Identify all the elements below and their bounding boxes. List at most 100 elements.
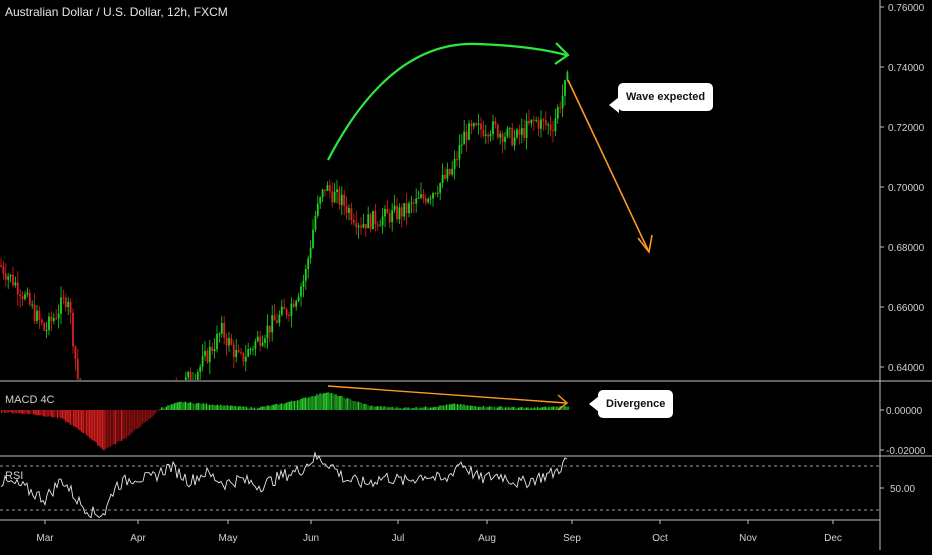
macd-bar	[71, 410, 73, 425]
candle-body	[28, 292, 31, 305]
candle-body	[139, 445, 141, 455]
macd-bar	[178, 401, 180, 410]
macd-bar	[225, 406, 227, 410]
candle-body	[67, 301, 70, 308]
candle-body	[290, 303, 293, 316]
macd-bar	[101, 410, 104, 450]
macd-bar	[519, 407, 521, 410]
macd-bar	[233, 406, 235, 410]
macd-bar	[498, 406, 500, 410]
candle-body	[441, 174, 444, 184]
candle-body	[554, 118, 557, 132]
macd-bar	[119, 410, 121, 441]
macd-bar	[538, 407, 540, 410]
macd-bar	[551, 406, 553, 410]
macd-bar	[61, 410, 64, 419]
candle-body	[396, 205, 398, 220]
candle-body	[307, 258, 310, 270]
macd-bar	[514, 407, 516, 410]
candle-body	[4, 273, 7, 280]
macd-bar	[362, 404, 364, 410]
time-tick-label: Oct	[652, 533, 668, 544]
macd-bar	[457, 404, 459, 410]
macd-bar	[364, 403, 366, 410]
macd-bar	[447, 404, 449, 410]
macd-bar	[53, 410, 56, 418]
candle-body	[33, 304, 36, 322]
candle-body	[230, 338, 233, 345]
candle-body	[561, 95, 564, 109]
macd-bar	[9, 410, 11, 412]
macd-bar	[333, 394, 336, 410]
macd-bar	[501, 406, 504, 410]
macd-bar	[303, 397, 305, 410]
macd-bar	[137, 410, 139, 429]
macd-bar	[540, 407, 542, 410]
macd-bar	[57, 410, 59, 418]
macd-bar	[381, 407, 384, 410]
macd-bar	[434, 406, 436, 410]
macd-bar	[109, 410, 112, 447]
candle-body	[276, 320, 278, 323]
arrow-head-icon	[557, 394, 569, 411]
candle-body	[213, 349, 216, 352]
candle-body	[340, 194, 343, 205]
candle-body	[528, 120, 530, 124]
macd-bar	[386, 407, 388, 410]
candle-body	[184, 377, 187, 380]
macd-bar	[93, 410, 96, 442]
candle-body	[324, 189, 326, 191]
macd-bar	[173, 403, 176, 410]
candle-body	[216, 333, 218, 350]
candle-body	[338, 189, 341, 205]
macd-bar	[2, 410, 4, 412]
candle-body	[472, 123, 475, 127]
macd-bar	[63, 410, 65, 420]
macd-bar	[151, 410, 153, 418]
macd-bar	[162, 407, 164, 410]
macd-bar	[95, 410, 97, 443]
macd-bar	[196, 403, 198, 410]
candle-body	[410, 202, 413, 204]
macd-bar	[146, 410, 148, 421]
macd-bar	[338, 396, 340, 410]
macd-bar	[29, 410, 32, 414]
macd-bar	[143, 410, 145, 423]
candle-body	[156, 410, 158, 432]
macd-tick-label: -0.02000	[886, 446, 926, 457]
wave-expected-text: Wave expected	[626, 91, 706, 103]
candle-body	[288, 314, 290, 316]
macd-bar	[345, 398, 347, 410]
candle-body	[516, 129, 518, 138]
candle-body	[463, 131, 466, 145]
candle-body	[259, 336, 262, 346]
macd-bar	[380, 406, 382, 410]
macd-bar	[13, 410, 16, 414]
macd-bar	[154, 410, 156, 414]
macd-bar	[314, 395, 316, 410]
price-tick-label: 0.72000	[888, 123, 925, 134]
candle-body	[465, 131, 468, 140]
macd-bar	[284, 403, 286, 410]
macd-bar	[473, 406, 475, 410]
macd-bar	[98, 410, 100, 447]
candle-body	[16, 282, 19, 295]
macd-bar	[421, 407, 424, 410]
macd-bar	[201, 404, 203, 410]
macd-bar	[138, 410, 140, 428]
macd-bar	[527, 407, 529, 410]
candle-body	[223, 323, 226, 338]
macd-bar	[69, 410, 72, 425]
macd-bar	[23, 410, 25, 415]
macd-bar	[409, 407, 411, 410]
candle-body	[372, 210, 374, 230]
macd-bar	[375, 406, 377, 410]
candle-body	[7, 276, 10, 280]
candle-body	[225, 337, 228, 346]
time-tick-label: Mar	[36, 533, 54, 544]
macd-bar	[351, 400, 353, 410]
candle-body	[168, 403, 170, 404]
macd-bar	[522, 407, 524, 410]
